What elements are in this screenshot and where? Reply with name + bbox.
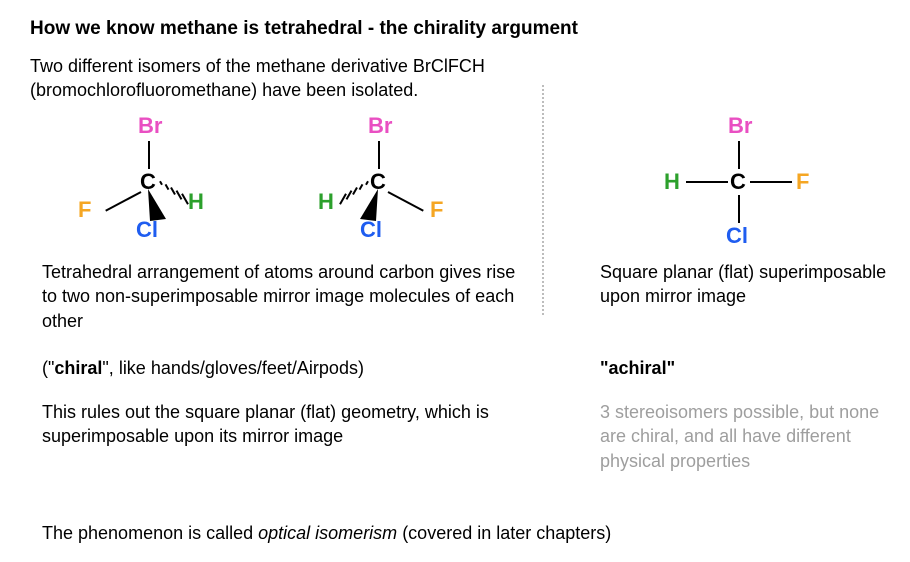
left-para-3: This rules out the square planar (flat) … xyxy=(42,400,517,449)
atom-br: Br xyxy=(728,113,752,139)
molecule-tetrahedral-left: Br C F Cl H xyxy=(60,113,240,253)
atom-cl: Cl xyxy=(136,217,158,243)
dash-h xyxy=(334,179,370,203)
intro-text: Two different isomers of the methane der… xyxy=(30,54,880,103)
right-para-2: "achiral" xyxy=(600,356,890,380)
atom-cl: Cl xyxy=(360,217,382,243)
left-para-2: ("chiral", like hands/gloves/feet/Airpod… xyxy=(42,356,517,380)
vertical-divider xyxy=(542,85,544,315)
bond-vertical xyxy=(148,141,150,169)
right-para-3: 3 stereoisomers possible, but none are c… xyxy=(600,400,890,473)
molecule-tetrahedral-right: Br C F Cl H xyxy=(290,113,470,253)
bottom-italic: optical isomerism xyxy=(258,523,397,543)
bond-right xyxy=(750,181,792,183)
bond-left xyxy=(686,181,728,183)
right-para-1: Square planar (flat) superimposable upon… xyxy=(600,260,890,309)
left-para-1: Tetrahedral arrangement of atoms around … xyxy=(42,260,517,333)
page-title: How we know methane is tetrahedral - the… xyxy=(30,18,880,40)
bond-to-f xyxy=(105,191,141,212)
bond-vertical xyxy=(378,141,380,169)
bond-to-f xyxy=(388,191,424,212)
atom-cl: Cl xyxy=(726,223,748,249)
bottom-pre: The phenomenon is called xyxy=(42,523,258,543)
molecules-row: Br C F Cl H Br C F Cl xyxy=(30,113,880,263)
intro-line-2: (bromochlorofluoromethane) have been iso… xyxy=(30,80,418,100)
atom-f: F xyxy=(430,197,443,223)
molecule-square-planar: Br C H F Cl xyxy=(650,113,830,253)
bond-up xyxy=(738,141,740,169)
atom-h: H xyxy=(188,189,204,215)
atom-h: H xyxy=(318,189,334,215)
chiral-pre: (" xyxy=(42,358,54,378)
intro-line-1: Two different isomers of the methane der… xyxy=(30,56,485,76)
chiral-bold: chiral xyxy=(54,358,102,378)
bottom-post: (covered in later chapters) xyxy=(397,523,611,543)
atom-br: Br xyxy=(368,113,392,139)
bottom-line: The phenomenon is called optical isomeri… xyxy=(42,523,611,544)
bond-down xyxy=(738,195,740,223)
atom-h: H xyxy=(664,169,680,195)
chiral-post: ", like hands/gloves/feet/Airpods) xyxy=(102,358,364,378)
atom-f: F xyxy=(78,197,91,223)
atom-c: C xyxy=(730,169,746,195)
atom-br: Br xyxy=(138,113,162,139)
atom-f: F xyxy=(796,169,809,195)
